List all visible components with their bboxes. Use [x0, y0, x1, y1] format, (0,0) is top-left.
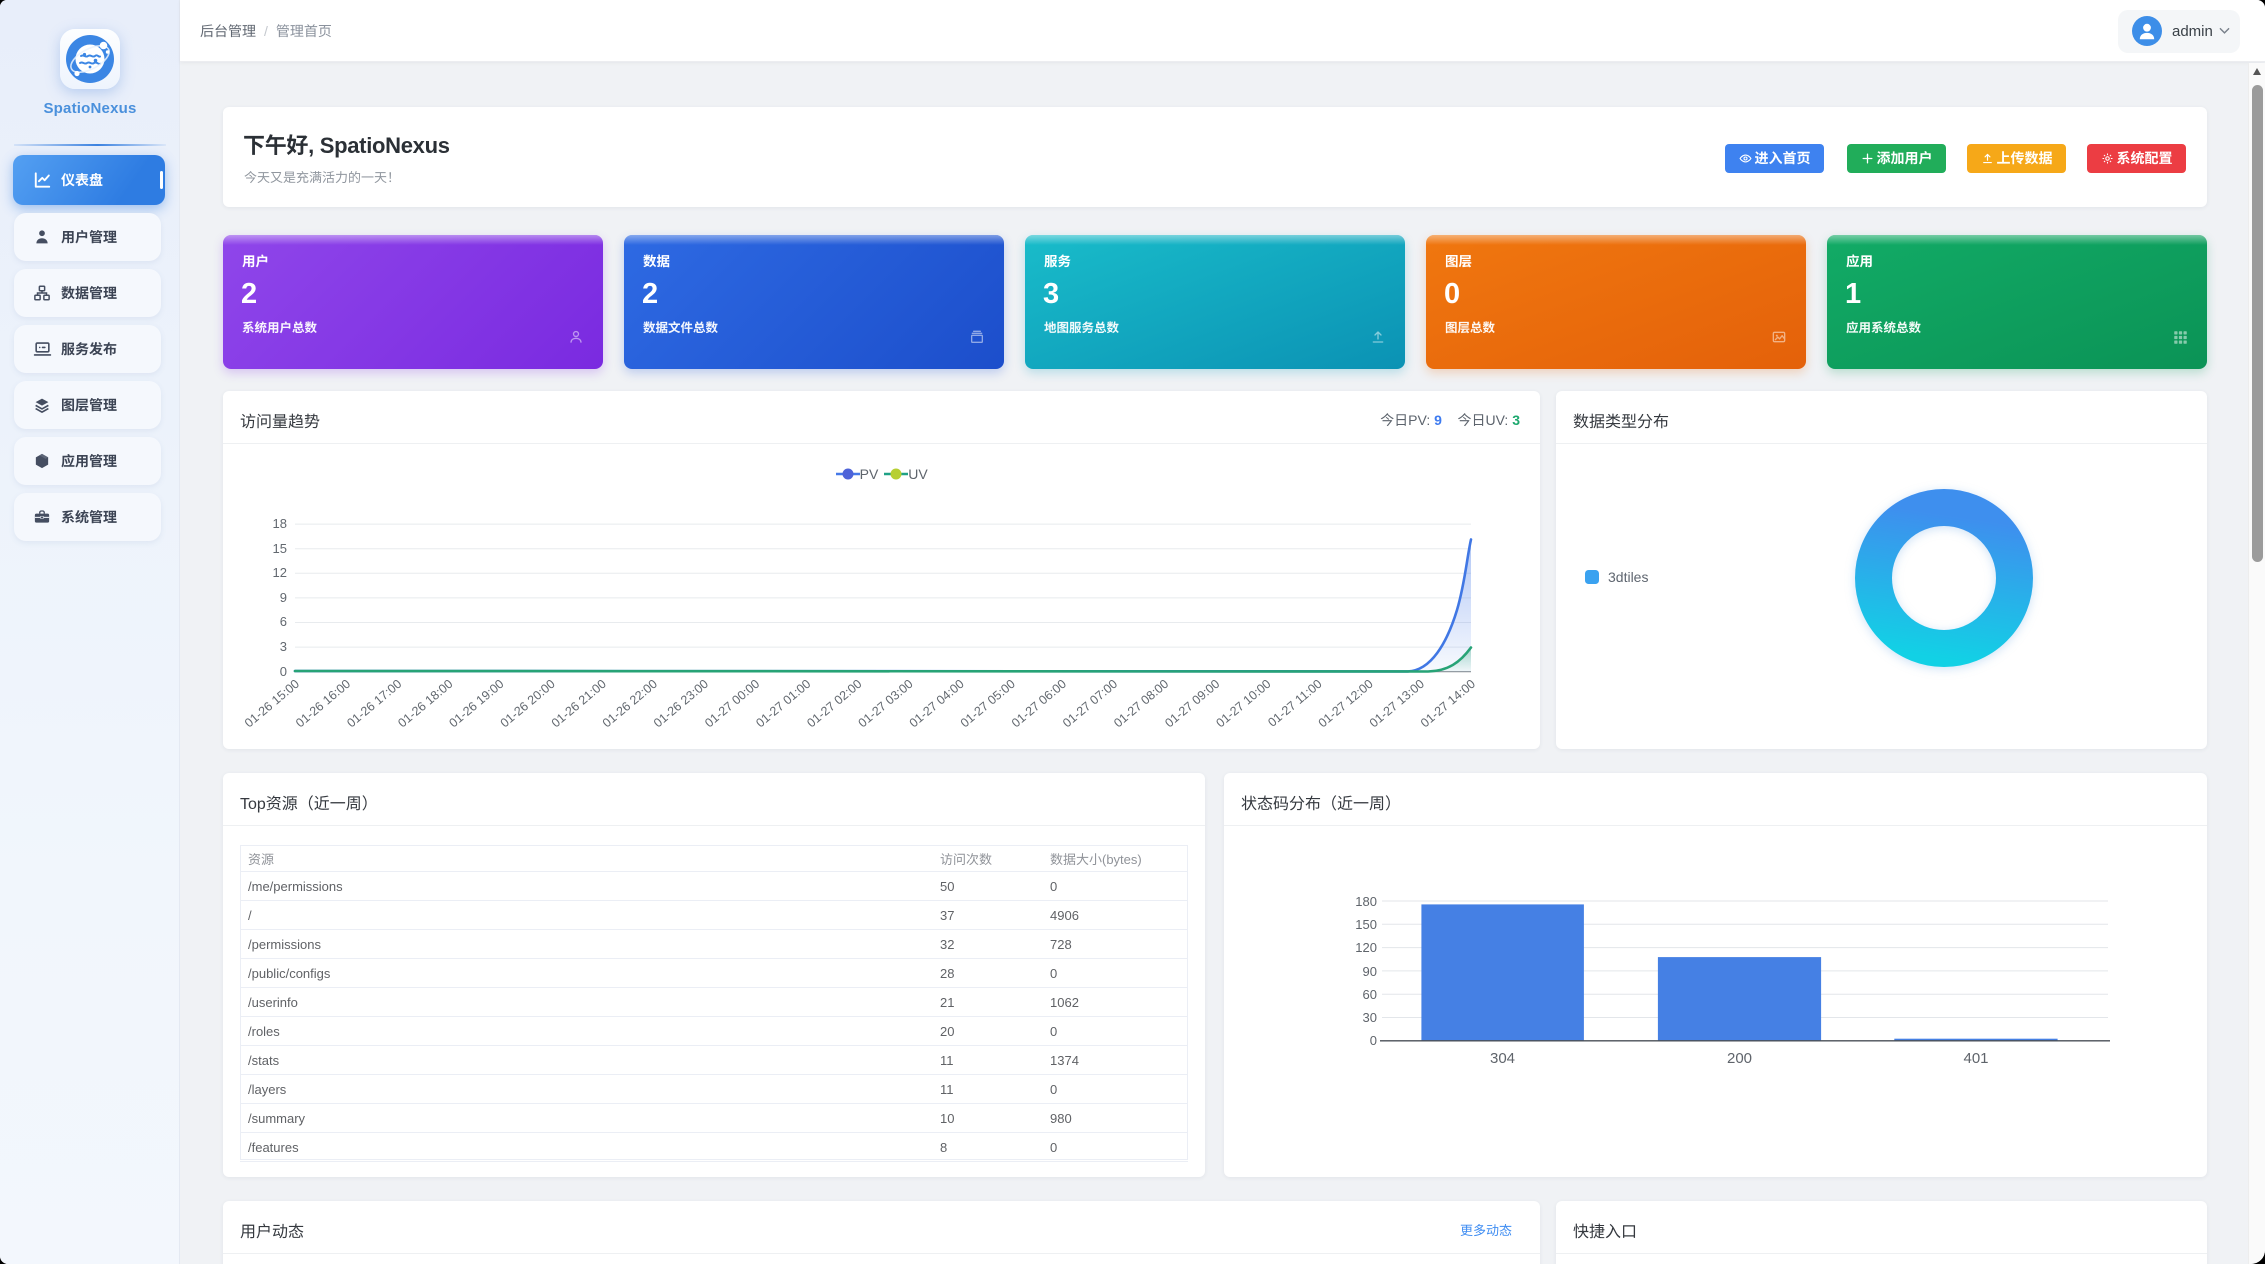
svg-text:01-26 19:00: 01-26 19:00 — [446, 677, 506, 731]
svg-text:3dtiles: 3dtiles — [1608, 569, 1648, 585]
svg-text:120: 120 — [1355, 940, 1377, 955]
svg-text:30: 30 — [1363, 1010, 1377, 1025]
svg-text:01-27 11:00: 01-27 11:00 — [1265, 677, 1324, 730]
svg-text:01-27 06:00: 01-27 06:00 — [1009, 677, 1069, 731]
svg-text:PV: PV — [860, 466, 879, 482]
svg-text:304: 304 — [1490, 1050, 1515, 1067]
svg-text:18: 18 — [273, 516, 287, 531]
svg-text:01-27 07:00: 01-27 07:00 — [1060, 677, 1120, 731]
svg-text:01-27 01:00: 01-27 01:00 — [753, 677, 813, 731]
svg-text:01-27 14:00: 01-27 14:00 — [1418, 677, 1478, 731]
svg-text:01-27 00:00: 01-27 00:00 — [702, 677, 762, 731]
svg-text:3: 3 — [280, 639, 287, 654]
svg-text:01-27 03:00: 01-27 03:00 — [856, 677, 916, 731]
svg-text:9: 9 — [280, 590, 287, 605]
svg-text:01-26 21:00: 01-26 21:00 — [549, 677, 609, 731]
svg-text:60: 60 — [1363, 987, 1377, 1002]
svg-text:01-26 17:00: 01-26 17:00 — [344, 677, 404, 731]
svg-text:0: 0 — [280, 664, 287, 679]
svg-text:01-27 04:00: 01-27 04:00 — [907, 677, 967, 731]
svg-text:01-27 02:00: 01-27 02:00 — [804, 677, 864, 731]
svg-text:01-27 10:00: 01-27 10:00 — [1213, 677, 1273, 731]
svg-text:01-26 23:00: 01-26 23:00 — [651, 677, 711, 731]
svg-text:UV: UV — [908, 466, 928, 482]
svg-text:90: 90 — [1363, 964, 1377, 979]
svg-text:01-27 12:00: 01-27 12:00 — [1316, 677, 1376, 731]
svg-text:01-27 08:00: 01-27 08:00 — [1111, 677, 1171, 731]
svg-text:01-27 05:00: 01-27 05:00 — [958, 677, 1018, 731]
svg-text:180: 180 — [1355, 894, 1377, 909]
svg-text:01-26 16:00: 01-26 16:00 — [293, 677, 353, 731]
svg-text:401: 401 — [1963, 1050, 1988, 1067]
svg-text:01-27 13:00: 01-27 13:00 — [1367, 677, 1427, 731]
svg-text:01-26 18:00: 01-26 18:00 — [395, 677, 455, 731]
svg-text:200: 200 — [1727, 1050, 1752, 1067]
svg-text:6: 6 — [280, 614, 287, 629]
svg-text:01-26 22:00: 01-26 22:00 — [600, 677, 660, 731]
svg-text:12: 12 — [273, 565, 287, 580]
svg-text:01-26 15:00: 01-26 15:00 — [242, 677, 302, 731]
svg-text:0: 0 — [1370, 1033, 1377, 1048]
svg-text:15: 15 — [273, 541, 287, 556]
svg-text:01-26 20:00: 01-26 20:00 — [498, 677, 558, 731]
svg-text:01-27 09:00: 01-27 09:00 — [1162, 677, 1222, 731]
svg-text:150: 150 — [1355, 917, 1377, 932]
